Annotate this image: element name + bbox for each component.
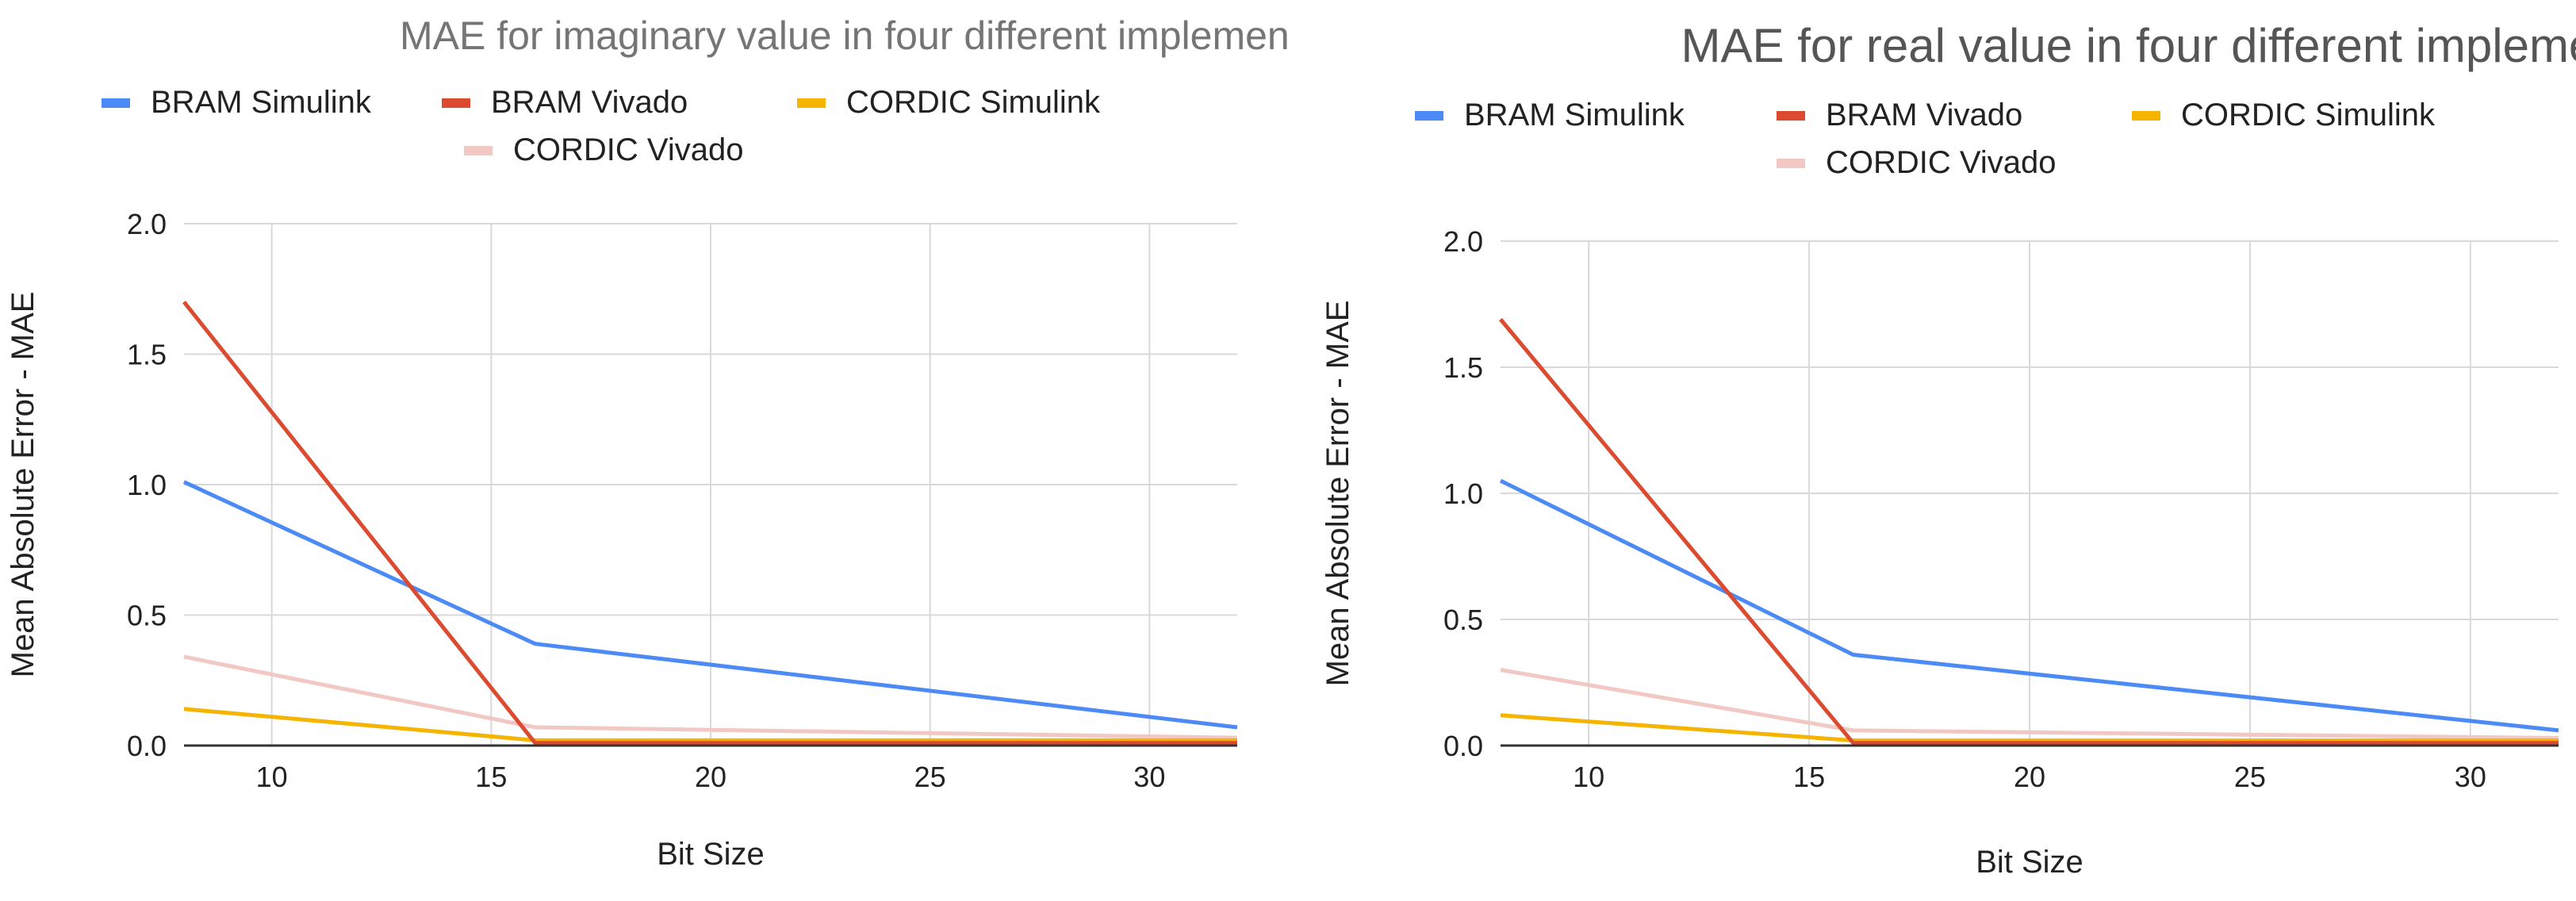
legend-swatch bbox=[1777, 159, 1805, 168]
gridlines bbox=[184, 223, 1237, 746]
legend-swatch bbox=[1415, 111, 1443, 121]
y-axis-title: Mean Absolute Error - MAE bbox=[6, 292, 40, 678]
y-tick-label: 0.5 bbox=[1443, 604, 1483, 636]
chart-real: MAE for real value in four different imp… bbox=[1321, 19, 2576, 880]
legend: BRAM Simulink BRAM Vivado CORDIC Simulink C… bbox=[1415, 98, 2436, 180]
x-tick-label: 20 bbox=[2014, 761, 2045, 793]
legend-swatch bbox=[464, 146, 493, 155]
legend-item: CORDIC Simulink bbox=[2132, 98, 2436, 132]
legend-label: CORDIC Simulink bbox=[846, 85, 1101, 120]
y-tick-label: 0.0 bbox=[127, 730, 167, 762]
y-tick-label: 2.0 bbox=[127, 208, 167, 240]
gridlines bbox=[1501, 240, 2559, 746]
x-tick-label: 15 bbox=[475, 761, 507, 793]
chart-imaginary-panel: MAE for imaginary value in four differen… bbox=[6, 13, 1288, 872]
x-tick-label: 25 bbox=[2234, 761, 2266, 793]
chart-imaginary: MAE for imaginary value in four differen… bbox=[6, 13, 1288, 872]
series-line-cordic-vivado bbox=[1500, 668, 2559, 740]
x-tick-label: 20 bbox=[695, 761, 726, 793]
chart-title: MAE for imaginary value in four differen… bbox=[400, 13, 1288, 58]
y-tick-label: 1.0 bbox=[1443, 477, 1483, 510]
y-tick-label: 1.5 bbox=[127, 339, 167, 371]
legend-item: BRAM Vivado bbox=[442, 85, 688, 120]
x-tick-label: 25 bbox=[914, 761, 946, 793]
legend: BRAM Simulink BRAM Vivado CORDIC Simulink C… bbox=[102, 85, 1101, 167]
legend-swatch bbox=[102, 98, 130, 108]
legend-label: BRAM Vivado bbox=[1826, 98, 2022, 132]
y-tick-label: 2.0 bbox=[1443, 225, 1483, 258]
legend-label: CORDIC Vivado bbox=[513, 132, 743, 167]
legend-item: BRAM Simulink bbox=[1415, 98, 1685, 132]
chart-real-panel: MAE for real value in four different imp… bbox=[1288, 0, 2576, 901]
legend-item: BRAM Vivado bbox=[1777, 98, 2022, 132]
series-line-bram-vivado bbox=[182, 301, 1237, 746]
legend-swatch bbox=[442, 98, 470, 108]
legend-item: CORDIC Vivado bbox=[464, 132, 743, 167]
y-tick-label: 0.5 bbox=[127, 600, 167, 632]
legend-item: CORDIC Vivado bbox=[1777, 145, 2056, 180]
x-axis-title: Bit Size bbox=[657, 837, 765, 872]
y-tick-label: 1.0 bbox=[127, 469, 167, 501]
legend-label: CORDIC Vivado bbox=[1826, 145, 2056, 180]
legend-label: CORDIC Simulink bbox=[2181, 98, 2436, 132]
series-line-bram-simulink bbox=[182, 480, 1238, 730]
legend-label: BRAM Vivado bbox=[491, 85, 688, 120]
legend-swatch bbox=[797, 98, 826, 108]
legend-label: BRAM Simulink bbox=[151, 85, 372, 120]
legend-item: BRAM Simulink bbox=[102, 85, 372, 120]
legend-item: CORDIC Simulink bbox=[797, 85, 1101, 120]
legend-swatch bbox=[1777, 111, 1805, 121]
x-tick-label: 30 bbox=[2455, 761, 2486, 793]
x-tick-label: 15 bbox=[1793, 761, 1825, 793]
chart-title: MAE for real value in four different imp… bbox=[1681, 19, 2576, 72]
legend-label: BRAM Simulink bbox=[1464, 98, 1685, 132]
legend-swatch bbox=[2132, 111, 2160, 121]
y-axis-title: Mean Absolute Error - MAE bbox=[1321, 301, 1355, 687]
x-tick-label: 10 bbox=[256, 761, 288, 793]
y-tick-label: 0.0 bbox=[1443, 730, 1483, 762]
series-line-cordic-vivado bbox=[183, 654, 1238, 740]
x-tick-label: 30 bbox=[1133, 761, 1165, 793]
x-tick-label: 10 bbox=[1573, 761, 1604, 793]
series-line-bram-vivado bbox=[1499, 318, 2559, 746]
x-axis-title: Bit Size bbox=[1976, 845, 2083, 880]
y-tick-label: 1.5 bbox=[1443, 351, 1483, 384]
series-line-bram-simulink bbox=[1499, 478, 2559, 733]
